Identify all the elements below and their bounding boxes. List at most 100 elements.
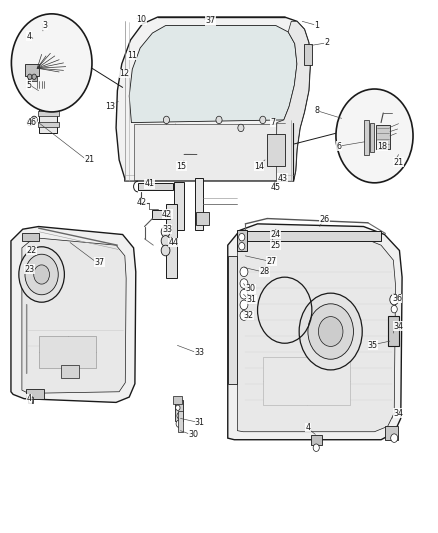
Text: 11: 11: [127, 51, 137, 60]
Bar: [28, 76, 37, 81]
Circle shape: [27, 119, 32, 126]
Circle shape: [239, 233, 245, 241]
Circle shape: [176, 405, 180, 410]
Text: 44: 44: [169, 238, 179, 247]
Text: 13: 13: [105, 102, 115, 111]
Circle shape: [318, 317, 343, 346]
Bar: [263, 357, 350, 405]
Circle shape: [391, 434, 398, 442]
Text: 28: 28: [260, 268, 270, 276]
Bar: [370, 123, 374, 152]
Bar: [364, 120, 369, 155]
Bar: [196, 212, 209, 225]
Text: 5: 5: [26, 81, 32, 90]
Bar: [39, 336, 96, 368]
Bar: [175, 400, 183, 421]
Circle shape: [161, 245, 170, 256]
Circle shape: [240, 289, 248, 299]
Circle shape: [161, 236, 170, 246]
Circle shape: [313, 444, 319, 451]
Circle shape: [177, 413, 182, 419]
Text: 32: 32: [243, 311, 253, 320]
Text: 15: 15: [177, 162, 187, 171]
Bar: [228, 256, 237, 384]
Circle shape: [299, 293, 362, 370]
Circle shape: [391, 305, 397, 313]
Circle shape: [240, 267, 248, 277]
Circle shape: [19, 247, 64, 302]
Text: 30: 30: [245, 285, 255, 293]
Bar: [174, 182, 184, 230]
Circle shape: [34, 265, 49, 284]
Bar: [138, 183, 173, 190]
Text: 4: 4: [26, 394, 31, 403]
Circle shape: [240, 279, 248, 288]
Text: 33: 33: [162, 225, 172, 233]
Text: 21: 21: [393, 158, 403, 166]
Text: 4: 4: [306, 423, 311, 432]
Bar: [22, 233, 39, 241]
Circle shape: [336, 89, 413, 183]
Circle shape: [216, 116, 222, 124]
Polygon shape: [22, 238, 126, 393]
Text: 1: 1: [314, 21, 319, 30]
Circle shape: [11, 14, 92, 112]
Polygon shape: [11, 227, 136, 402]
Text: 43: 43: [277, 174, 287, 182]
Bar: [311, 435, 322, 445]
Circle shape: [390, 294, 399, 305]
Circle shape: [28, 398, 33, 403]
Text: 4: 4: [26, 32, 31, 41]
Bar: [166, 204, 177, 278]
Text: 21: 21: [84, 156, 94, 164]
Text: 24: 24: [271, 230, 281, 239]
Bar: [26, 389, 44, 399]
Polygon shape: [276, 21, 310, 181]
Text: 7: 7: [271, 118, 276, 127]
Circle shape: [28, 74, 32, 79]
Circle shape: [32, 74, 36, 79]
Bar: [304, 44, 312, 65]
Circle shape: [161, 227, 170, 237]
Bar: [173, 396, 182, 404]
Circle shape: [25, 254, 58, 295]
Polygon shape: [129, 26, 297, 123]
Text: 42: 42: [137, 198, 147, 207]
Text: 25: 25: [271, 241, 281, 249]
Circle shape: [176, 420, 182, 427]
Circle shape: [308, 304, 353, 359]
Text: 6: 6: [336, 142, 341, 150]
Text: 27: 27: [266, 257, 276, 265]
Text: 35: 35: [368, 341, 378, 350]
Text: 46: 46: [26, 118, 36, 127]
Bar: [267, 134, 285, 166]
Text: 30: 30: [188, 430, 198, 439]
Text: 23: 23: [24, 265, 34, 273]
Text: 45: 45: [271, 183, 281, 192]
Bar: [38, 111, 59, 116]
Text: 22: 22: [26, 246, 36, 255]
Bar: [388, 316, 399, 346]
Text: 33: 33: [194, 349, 204, 357]
Bar: [245, 231, 381, 241]
Text: 8: 8: [314, 107, 319, 115]
Text: 31: 31: [247, 295, 257, 304]
Bar: [25, 64, 39, 76]
Bar: [28, 397, 33, 403]
Text: 14: 14: [254, 162, 264, 171]
Text: 2: 2: [324, 38, 329, 47]
Polygon shape: [116, 17, 310, 181]
Bar: [178, 411, 183, 432]
Text: 36: 36: [392, 294, 402, 303]
Text: 3: 3: [42, 21, 47, 30]
Text: 31: 31: [195, 418, 205, 426]
Circle shape: [31, 116, 37, 124]
Polygon shape: [228, 224, 402, 440]
Circle shape: [239, 243, 245, 250]
Polygon shape: [134, 124, 276, 180]
Circle shape: [238, 124, 244, 132]
Bar: [61, 365, 79, 378]
Bar: [195, 178, 203, 230]
Text: 34: 34: [393, 409, 403, 417]
Text: 12: 12: [120, 69, 130, 78]
